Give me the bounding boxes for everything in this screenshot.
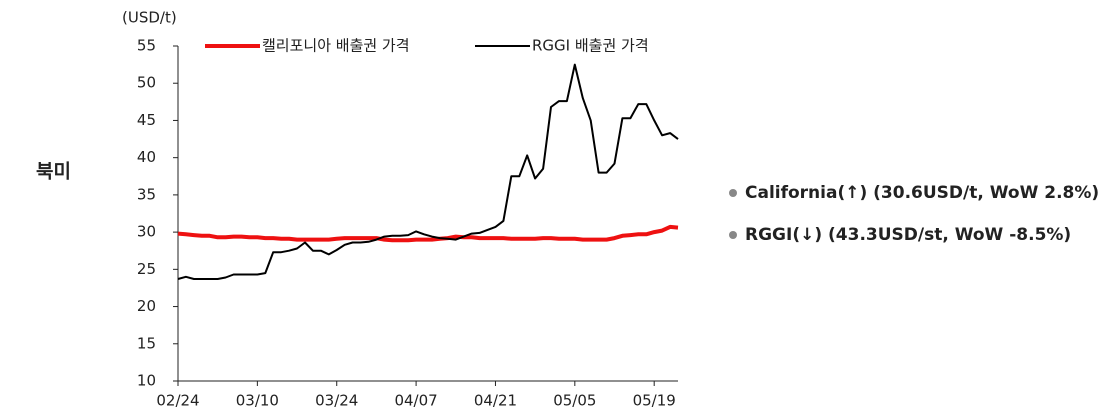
legend-label: 캘리포니아 배출권 가격: [262, 37, 410, 55]
y-tick-label: 25: [137, 260, 156, 278]
note: RGGI(↓) (43.3USD/st, WoW -8.5%): [745, 225, 1071, 245]
y-tick-label: 20: [137, 297, 156, 315]
x-tick-label: 05/05: [553, 392, 596, 410]
x-tick-label: 03/24: [315, 392, 358, 410]
y-axis-unit: (USD/t): [122, 9, 177, 27]
bullet: [729, 189, 737, 197]
side-label: 북미: [36, 161, 71, 183]
series-line: [177, 63, 679, 280]
y-tick-label: 50: [137, 74, 156, 92]
x-tick-label: 05/19: [633, 392, 676, 410]
y-tick-label: 40: [137, 148, 156, 166]
y-tick-label: 30: [137, 223, 156, 241]
series-line: [177, 224, 679, 243]
bullet: [729, 231, 737, 239]
y-tick-label: 15: [137, 334, 156, 352]
y-tick-label: 10: [137, 372, 156, 390]
x-tick-label: 03/10: [236, 392, 279, 410]
y-tick-label: 55: [137, 37, 156, 55]
note: California(↑) (30.6USD/t, WoW 2.8%): [745, 183, 1099, 203]
x-tick-label: 04/07: [394, 392, 437, 410]
x-tick-label: 02/24: [156, 392, 199, 410]
y-tick-label: 35: [137, 185, 156, 203]
y-tick-label: 45: [137, 111, 156, 129]
legend-label: RGGI 배출권 가격: [532, 37, 649, 55]
x-tick-label: 04/21: [474, 392, 517, 410]
